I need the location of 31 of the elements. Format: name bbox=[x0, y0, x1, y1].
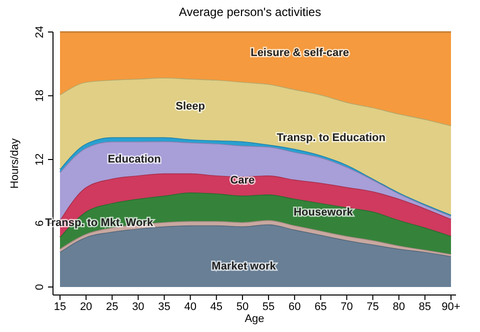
y-tick-label: 24 bbox=[34, 26, 46, 38]
series-label: Housework bbox=[294, 206, 354, 219]
x-tick-label: 25 bbox=[106, 301, 118, 313]
x-tick-label: 40 bbox=[184, 301, 196, 313]
y-tick-label: 18 bbox=[34, 90, 46, 102]
x-tick-label: 75 bbox=[366, 301, 379, 313]
series-label: Transp. to Education bbox=[276, 132, 386, 144]
y-axis-title: Hours/day bbox=[9, 138, 21, 189]
x-tick-label: 65 bbox=[314, 301, 327, 313]
y-tick-label: 6 bbox=[34, 220, 46, 226]
chart-title: Average person's activities bbox=[178, 5, 322, 19]
x-tick-label: 55 bbox=[262, 301, 275, 313]
y-tick-label: 0 bbox=[34, 284, 46, 290]
x-tick-label: 90+ bbox=[442, 301, 460, 313]
x-tick-label: 35 bbox=[158, 301, 170, 313]
x-tick-label: 45 bbox=[210, 301, 223, 313]
x-tick-label: 15 bbox=[54, 301, 66, 313]
x-tick-label: 50 bbox=[236, 301, 249, 313]
x-tick-label: 30 bbox=[132, 301, 144, 313]
series-label: Sleep bbox=[176, 100, 206, 112]
x-tick-label: 85 bbox=[418, 301, 432, 313]
x-tick-label: 80 bbox=[392, 301, 405, 313]
series-label: Market work bbox=[212, 260, 277, 273]
x-tick-label: 20 bbox=[80, 301, 92, 313]
x-tick-label: 60 bbox=[288, 301, 301, 313]
series-label: Care bbox=[230, 174, 255, 187]
series-label: Leisure & self-care bbox=[250, 47, 350, 60]
x-tick-label: 70 bbox=[340, 301, 353, 313]
series-label: Education bbox=[108, 153, 162, 166]
x-axis-title: Age bbox=[244, 313, 264, 325]
y-tick-label: 12 bbox=[34, 153, 46, 166]
